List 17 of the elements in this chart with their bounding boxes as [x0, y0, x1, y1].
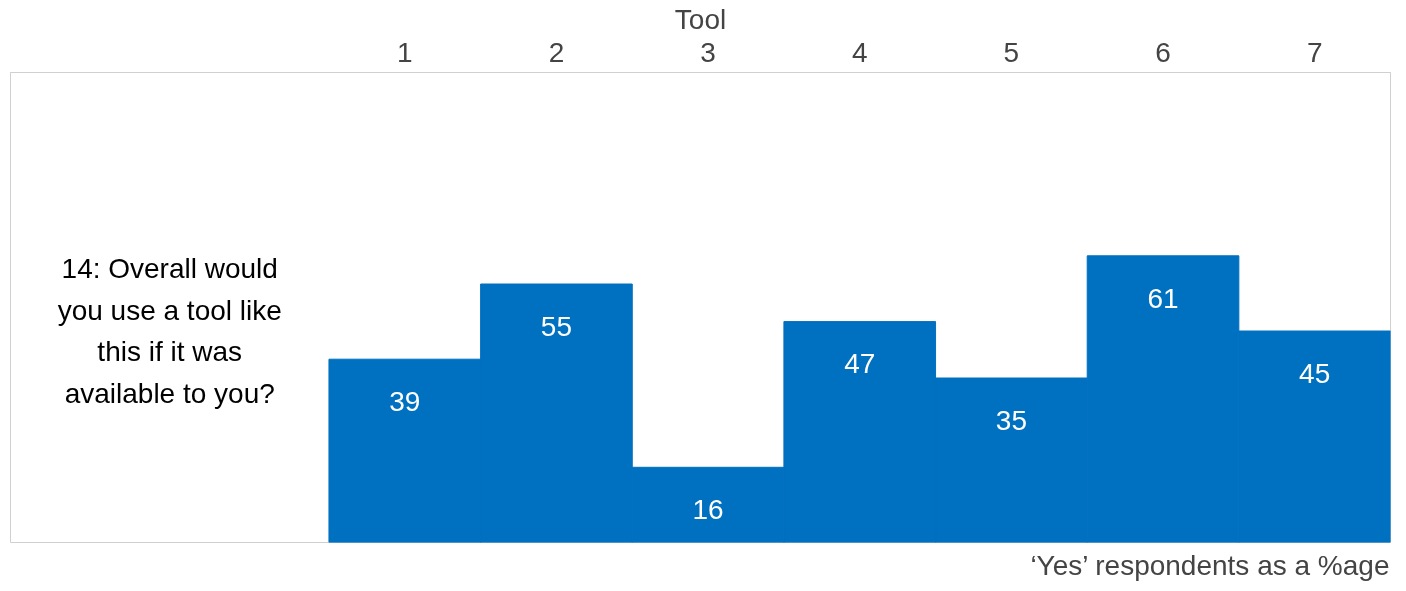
data-label: 45	[1299, 357, 1331, 389]
data-label: 55	[540, 310, 573, 342]
data-label: 35	[995, 404, 1027, 436]
data-label: 16	[692, 494, 724, 526]
x-tick-label: 1	[397, 36, 413, 68]
data-label: 61	[1147, 282, 1179, 314]
x-tick-label: 2	[548, 36, 565, 68]
x-tick-label: 5	[1003, 36, 1020, 68]
x-tick-label: 6	[1155, 36, 1171, 68]
text: ‘Yes’ respondents as a %age	[1030, 549, 1390, 581]
data-label: 39	[389, 386, 421, 417]
x-axis-title: Tool	[674, 3, 727, 35]
x-tick-label: 4	[851, 36, 868, 68]
y-axis-title: 14: Overall would you use a tool like this if it was available to you?	[57, 252, 282, 410]
data-label: 47	[844, 348, 876, 380]
x-tick-label: 7	[1306, 36, 1323, 68]
x-tick-label: 3	[700, 36, 716, 68]
